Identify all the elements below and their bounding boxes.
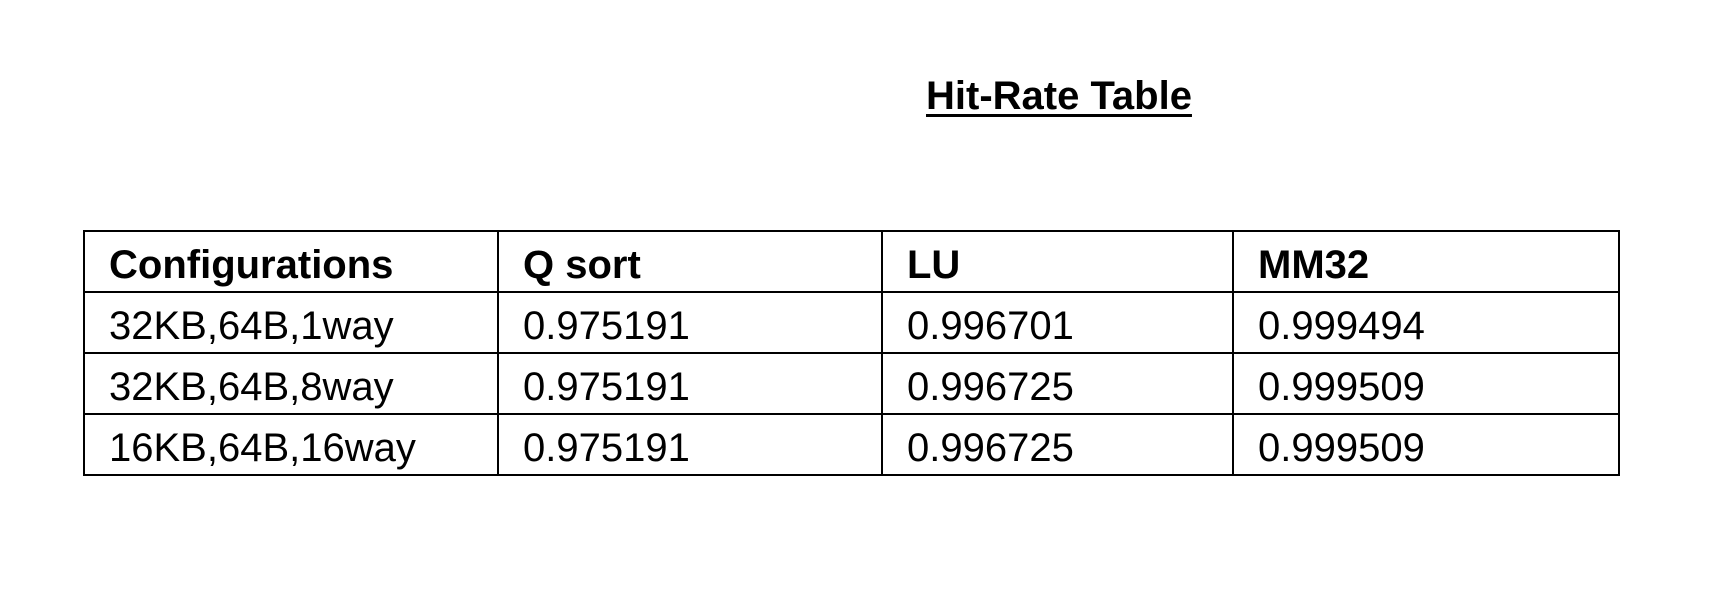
table-row: 32KB,64B,8way 0.975191 0.996725 0.999509 xyxy=(83,352,1620,415)
column-header-configurations: Configurations xyxy=(83,230,499,293)
table-row: 16KB,64B,16way 0.975191 0.996725 0.99950… xyxy=(83,413,1620,476)
q-sort-cell: 0.975191 xyxy=(497,291,883,354)
lu-cell: 0.996725 xyxy=(881,413,1234,476)
configuration-cell: 16KB,64B,16way xyxy=(83,413,499,476)
page-title: Hit-Rate Table xyxy=(926,74,1192,118)
lu-cell: 0.996701 xyxy=(881,291,1234,354)
column-header-q-sort: Q sort xyxy=(497,230,883,293)
q-sort-cell: 0.975191 xyxy=(497,352,883,415)
mm32-cell: 0.999509 xyxy=(1232,352,1620,415)
configuration-cell: 32KB,64B,1way xyxy=(83,291,499,354)
configuration-cell: 32KB,64B,8way xyxy=(83,352,499,415)
table-header-row: Configurations Q sort LU MM32 xyxy=(83,230,1620,293)
q-sort-cell: 0.975191 xyxy=(497,413,883,476)
mm32-cell: 0.999494 xyxy=(1232,291,1620,354)
column-header-mm32: MM32 xyxy=(1232,230,1620,293)
lu-cell: 0.996725 xyxy=(881,352,1234,415)
hit-rate-table: Configurations Q sort LU MM32 32KB,64B,1… xyxy=(83,230,1620,476)
table-row: 32KB,64B,1way 0.975191 0.996701 0.999494 xyxy=(83,291,1620,354)
column-header-lu: LU xyxy=(881,230,1234,293)
mm32-cell: 0.999509 xyxy=(1232,413,1620,476)
